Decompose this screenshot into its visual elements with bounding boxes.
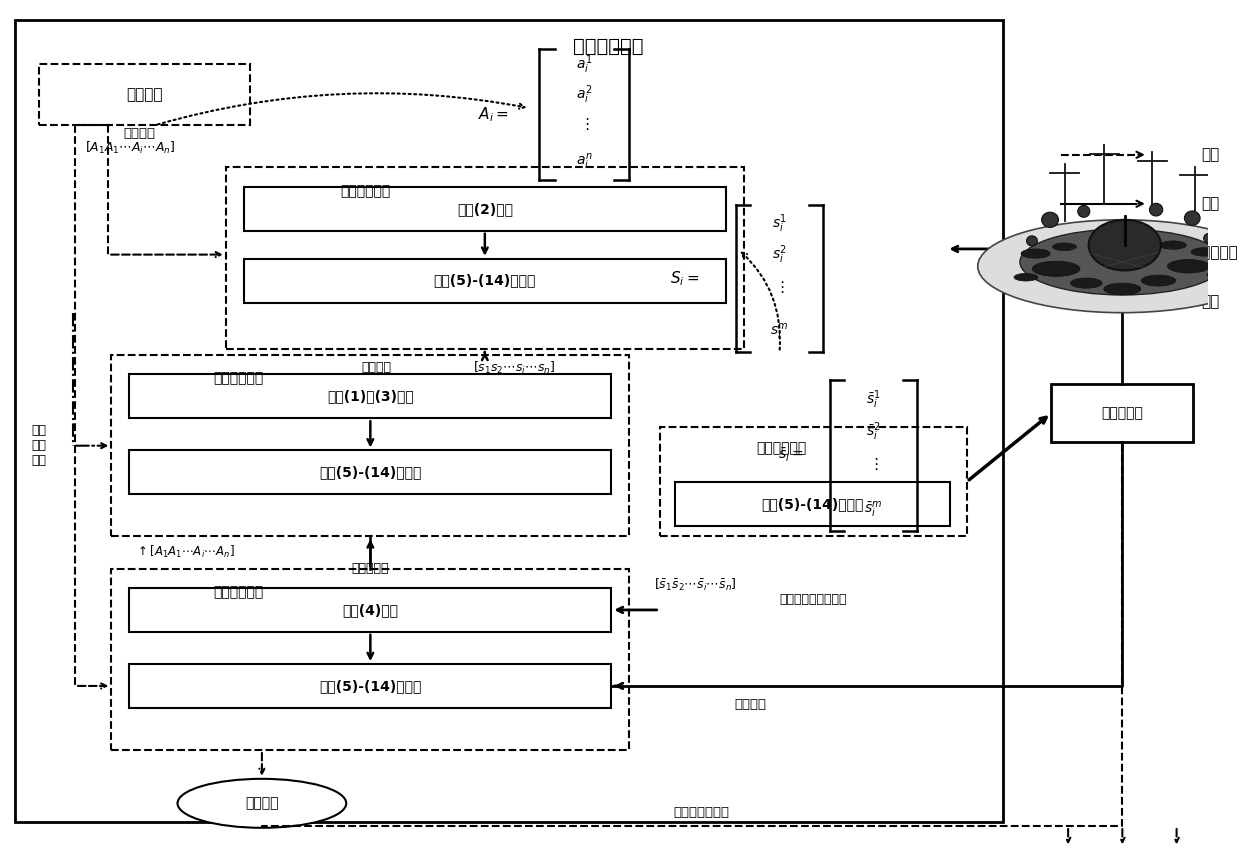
Text: 动作矩阵: 动作矩阵 — [123, 128, 155, 140]
Ellipse shape — [1089, 220, 1161, 270]
Text: $s_i^m$: $s_i^m$ — [770, 321, 789, 342]
Text: 输出动作: 输出动作 — [246, 796, 279, 810]
Text: $\vdots$: $\vdots$ — [774, 280, 785, 295]
Text: 下一时刻状态预测值: 下一时刻状态预测值 — [780, 593, 847, 606]
Text: $\vdots$: $\vdots$ — [579, 116, 589, 132]
Ellipse shape — [1021, 249, 1050, 258]
Text: 极限评价模块: 极限评价模块 — [340, 184, 391, 198]
Text: $\bar{s}_i=$: $\bar{s}_i=$ — [777, 447, 804, 464]
Text: 流程: 流程 — [1202, 294, 1219, 309]
Text: $S_i=$: $S_i=$ — [670, 269, 699, 288]
Bar — [129, 374, 611, 418]
Ellipse shape — [1027, 235, 1038, 246]
Bar — [15, 20, 1003, 822]
Text: $\bar{s}_i^1$: $\bar{s}_i^1$ — [867, 388, 880, 411]
Bar — [112, 569, 630, 750]
Bar — [226, 167, 744, 349]
Ellipse shape — [1149, 203, 1163, 216]
Ellipse shape — [1207, 271, 1231, 279]
Text: $s_i^1$: $s_i^1$ — [773, 212, 787, 235]
Ellipse shape — [978, 220, 1240, 313]
Ellipse shape — [1192, 247, 1218, 256]
Ellipse shape — [1159, 241, 1187, 249]
Text: 采用(5)-(14)预学习: 采用(5)-(14)预学习 — [761, 497, 864, 512]
Ellipse shape — [177, 779, 346, 828]
Text: 极限模型模块: 极限模型模块 — [213, 371, 264, 386]
Text: $[\bar{s}_1\bar{s}_2\cdots\bar{s}_i\cdots\bar{s}_n]$: $[\bar{s}_1\bar{s}_2\cdots\bar{s}_i\cdot… — [653, 576, 737, 592]
Text: 控制器智能体: 控制器智能体 — [573, 37, 644, 56]
Ellipse shape — [1104, 283, 1141, 295]
Text: $\uparrow[A_1A_1\cdots A_i\cdots A_n]$: $\uparrow[A_1A_1\cdots A_i\cdots A_n]$ — [135, 544, 234, 559]
Text: 输出动作值: 输出动作值 — [352, 562, 389, 575]
Ellipse shape — [1167, 259, 1210, 273]
Text: $[A_1A_1\cdots A_i\cdots A_n]$: $[A_1A_1\cdots A_i\cdots A_n]$ — [84, 140, 175, 156]
Bar — [244, 258, 725, 303]
Text: $[s_1s_2\cdots s_i\cdots s_n]$: $[s_1s_2\cdots s_i\cdots s_n]$ — [472, 360, 556, 376]
Bar — [129, 450, 611, 494]
Text: 状态: 状态 — [1202, 196, 1219, 212]
Text: $a_i^n$: $a_i^n$ — [575, 152, 593, 172]
Bar — [112, 355, 630, 536]
Text: 极限预测模块: 极限预测模块 — [756, 442, 806, 456]
Text: 采用(5)-(14)预学习: 采用(5)-(14)预学习 — [319, 679, 422, 693]
Bar — [676, 483, 950, 526]
Text: $a_i^2$: $a_i^2$ — [577, 84, 593, 106]
Ellipse shape — [1070, 278, 1102, 288]
Ellipse shape — [1141, 275, 1176, 286]
Text: 惩罚函数数值: 惩罚函数数值 — [1183, 246, 1238, 260]
Text: $\bar{s}_i^m$: $\bar{s}_i^m$ — [864, 500, 883, 519]
Text: $\vdots$: $\vdots$ — [868, 456, 879, 473]
Text: 极限执行模块: 极限执行模块 — [213, 585, 264, 599]
Text: 输出：机组指令: 输出：机组指令 — [673, 806, 730, 819]
Text: 采用(5)-(14)预学习: 采用(5)-(14)预学习 — [319, 465, 422, 479]
Text: 产生动作: 产生动作 — [126, 88, 162, 102]
Ellipse shape — [1078, 206, 1090, 218]
Bar — [1052, 384, 1193, 442]
Ellipse shape — [1014, 274, 1038, 281]
Text: 当前状态: 当前状态 — [734, 698, 766, 711]
Ellipse shape — [1042, 212, 1059, 228]
Text: 微电网系统: 微电网系统 — [1101, 406, 1143, 420]
Text: 采用(2)计算: 采用(2)计算 — [456, 201, 513, 216]
Text: $s_i^2$: $s_i^2$ — [773, 244, 787, 266]
Ellipse shape — [1032, 261, 1080, 276]
Bar — [38, 65, 249, 125]
Bar — [129, 664, 611, 708]
Ellipse shape — [1021, 230, 1225, 295]
Bar — [129, 588, 611, 632]
Bar — [244, 187, 725, 231]
Text: 采用(1)、(3)计算: 采用(1)、(3)计算 — [327, 389, 414, 403]
Text: $\bar{s}_i^2$: $\bar{s}_i^2$ — [867, 420, 880, 443]
Ellipse shape — [1053, 243, 1076, 251]
Text: $A_i=$: $A_i=$ — [479, 105, 508, 124]
Text: 采用(4)计算: 采用(4)计算 — [342, 603, 398, 617]
Text: $a_i^1$: $a_i^1$ — [577, 54, 593, 76]
Text: 输出状态: 输出状态 — [361, 361, 392, 374]
Text: 采用(5)-(14)预学习: 采用(5)-(14)预学习 — [434, 274, 536, 287]
Text: 动作: 动作 — [1202, 147, 1219, 162]
Ellipse shape — [1204, 233, 1214, 243]
Bar — [660, 427, 967, 536]
Ellipse shape — [1184, 211, 1200, 225]
Text: 惩罚
函数
数值: 惩罚 函数 数值 — [31, 424, 46, 468]
